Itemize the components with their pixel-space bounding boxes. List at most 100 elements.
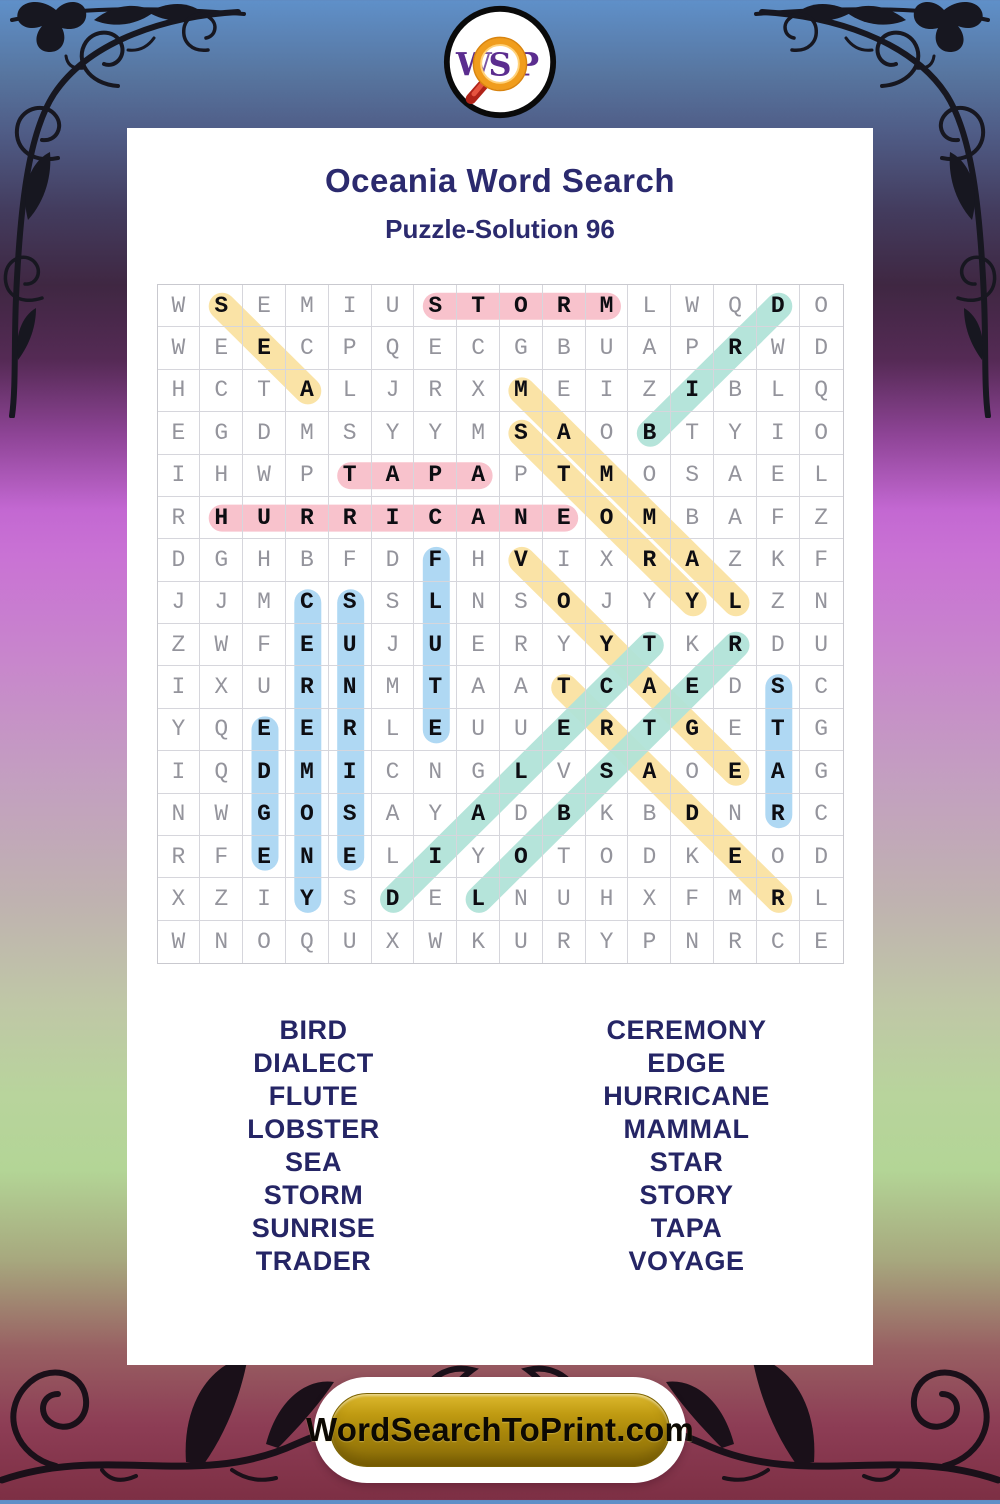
grid-cell: Y [714,412,757,455]
grid-cell: A [371,793,415,836]
grid-cell: O [500,835,543,879]
grid-cell: M [714,878,757,921]
grid-cell: D [714,666,757,709]
grid-cell: L [500,751,543,794]
grid-cell: T [542,835,586,879]
grid-cell: X [200,666,244,709]
grid-cell: W [157,327,201,370]
grid-cell: E [542,496,586,540]
grid-cell: I [328,751,372,794]
grid-cell: F [799,539,843,582]
word-list-item: BIRD [279,1015,348,1045]
site-button[interactable]: WordSearchToPrint.com [306,1393,694,1467]
grid-cell: I [414,835,458,879]
grid-cell: R [414,369,458,413]
word-list-item: STAR [649,1147,724,1177]
grid-cell: E [328,835,372,879]
grid-cell: L [628,285,672,328]
grid-cell: Q [286,920,329,963]
grid-cell: V [500,539,543,582]
grid-cell: D [799,327,843,370]
grid-cell: J [157,581,201,624]
grid-cell: S [328,878,372,921]
grid-cell: O [585,835,629,879]
grid-cell: R [714,624,757,667]
grid-cell: W [157,285,201,328]
grid-cell: C [285,327,329,370]
grid-cell: O [585,412,629,455]
grid-cell: F [414,539,458,582]
grid-cell: E [414,327,458,370]
grid-cell: U [457,708,500,752]
logo-letter-s: S [488,46,511,84]
site-button-label: WordSearchToPrint.com [305,1411,695,1448]
grid-cell: F [243,624,286,667]
grid-cell: W [158,920,201,963]
wsp-logo: W P S [443,5,557,119]
grid-cell: Z [714,539,757,582]
grid-cell: S [328,581,372,624]
grid-cell: U [371,285,415,328]
grid-cell: W [243,454,286,497]
grid-cell: R [328,496,372,540]
word-list-item: EDGE [647,1048,726,1078]
grid-cell: M [585,454,629,497]
word-list-item: LOBSTER [247,1114,380,1144]
grid-cell: H [585,878,629,921]
grid-cell: Y [285,878,329,921]
grid-cell: F [328,539,372,582]
grid-cell: J [585,581,629,624]
grid-cell: G [457,751,500,794]
grid-cell: S [328,412,372,455]
solution-highlight-trader [550,674,792,913]
grid-cell: A [371,454,415,497]
grid-cell: R [157,496,201,540]
grid-cell: X [628,878,672,921]
grid-cell: A [457,454,500,497]
grid-cell: C [757,920,800,963]
grid-cell: G [243,793,286,836]
grid-cell: M [285,412,329,455]
grid-cell: R [585,708,629,752]
grid-cell: A [714,454,757,497]
grid-cell: N [799,582,843,624]
grid-cell: I [157,751,201,794]
grid-cell: U [329,920,372,963]
grid-cell: E [714,835,757,879]
grid-cell: I [756,412,800,455]
site-button-outline: WordSearchToPrint.com [306,1377,694,1483]
grid-cell: P [414,454,458,497]
grid-cell: I [243,878,286,921]
grid-cell: O [243,920,286,963]
grid-cell: Y [414,412,458,455]
grid-cell: T [671,412,715,455]
grid-cell: Q [799,370,843,413]
grid-cell: S [371,581,415,624]
grid-cell: W [414,920,458,963]
grid-cell: O [585,496,629,540]
grid-cell: N [328,666,372,709]
grid-cell: G [200,412,244,455]
grid-cell: B [671,496,715,540]
magnifier-ring-icon [473,37,527,91]
solution-highlight-lobster [465,631,749,913]
grid-cell: E [756,454,800,497]
grid-cell: S [756,666,800,709]
grid-cell: Y [371,412,415,455]
grid-cell: G [200,539,244,582]
grid-cell: Z [157,624,201,667]
grid-cell: X [457,369,500,413]
grid-cell: D [371,539,415,582]
grid-cell: L [371,835,415,879]
grid-cell: C [457,327,500,370]
grid-cell: S [200,285,244,328]
grid-cell: M [585,285,629,328]
grid-cell: E [243,708,286,752]
grid-cell: Y [671,581,715,624]
grid-cell: N [457,581,500,624]
word-list-item: SEA [284,1147,343,1177]
grid-cell: O [799,412,843,455]
grid-cell: P [285,454,329,497]
grid-cell: C [414,496,458,540]
grid-cell: R [157,835,201,879]
